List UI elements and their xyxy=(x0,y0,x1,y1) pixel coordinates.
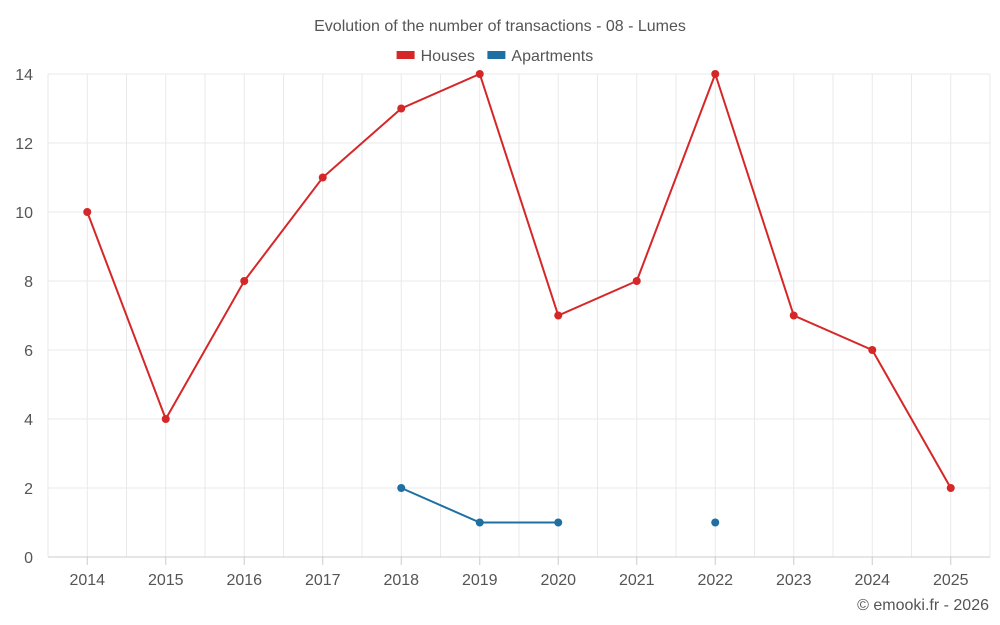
x-tick-label: 2015 xyxy=(148,572,184,589)
x-tick-label: 2021 xyxy=(619,572,655,589)
series-line xyxy=(86,70,952,489)
data-point[interactable] xyxy=(711,518,720,527)
x-tick-label: 2025 xyxy=(933,572,969,589)
y-tick-label: 14 xyxy=(15,67,33,84)
data-point[interactable] xyxy=(789,311,798,320)
y-tick-label: 12 xyxy=(15,136,33,153)
series-houses xyxy=(83,70,955,492)
data-point[interactable] xyxy=(83,208,92,216)
axes: 0 2 4 6 8 10 12 14 2014 2015 2016 2017 2018 2019 2020 2… xyxy=(15,67,990,589)
y-tick-label: 4 xyxy=(24,412,33,429)
x-tick-label: 2024 xyxy=(854,572,890,589)
data-point[interactable] xyxy=(868,346,877,354)
data-point[interactable] xyxy=(946,484,955,492)
data-point[interactable] xyxy=(632,277,641,285)
legend: Houses Apartments xyxy=(396,48,593,65)
data-point[interactable] xyxy=(318,173,327,182)
x-tick-label: 2016 xyxy=(226,572,262,589)
legend-label: Apartments xyxy=(511,48,593,65)
legend-item-houses[interactable]: Houses xyxy=(396,48,475,65)
data-point[interactable] xyxy=(240,277,249,285)
x-tick-label: 2019 xyxy=(462,572,498,589)
grid xyxy=(47,73,991,557)
x-tick-label: 2018 xyxy=(383,572,419,589)
legend-swatch xyxy=(396,51,415,59)
data-point[interactable] xyxy=(475,70,484,78)
legend-label: Houses xyxy=(421,48,475,65)
legend-swatch xyxy=(487,51,506,59)
data-point[interactable] xyxy=(554,311,563,320)
credit-label: © emooki.fr - 2026 xyxy=(857,597,989,614)
x-tick-label: 2017 xyxy=(305,572,341,589)
x-tick-label: 2022 xyxy=(697,572,733,589)
y-tick-label: 8 xyxy=(24,274,33,291)
data-point[interactable] xyxy=(161,415,170,423)
data-point[interactable] xyxy=(475,518,484,527)
chart-title: Evolution of the number of transactions … xyxy=(314,18,686,35)
data-point[interactable] xyxy=(711,70,720,78)
legend-item-apartments[interactable]: Apartments xyxy=(487,48,593,65)
x-tick-label: 2020 xyxy=(540,572,576,589)
x-tick-label: 2023 xyxy=(776,572,812,589)
series-apartments xyxy=(397,484,720,527)
data-point[interactable] xyxy=(554,518,563,527)
y-tick-label: 6 xyxy=(24,343,33,360)
x-tick-label: 2014 xyxy=(69,572,105,589)
y-tick-label: 2 xyxy=(24,481,33,498)
y-tick-label: 0 xyxy=(24,550,33,567)
data-point[interactable] xyxy=(397,484,406,492)
series-layer xyxy=(83,70,955,527)
data-point[interactable] xyxy=(397,104,406,113)
y-tick-label: 10 xyxy=(15,205,33,222)
